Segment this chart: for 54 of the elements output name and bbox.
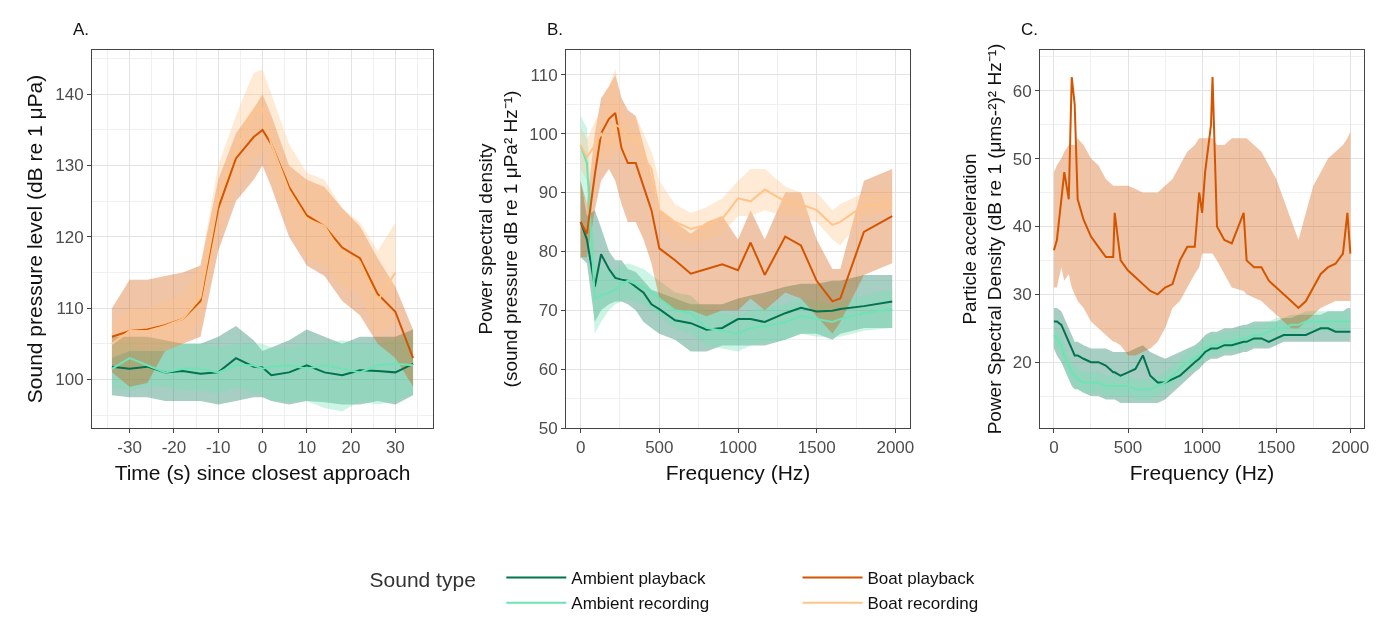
x-tick-label: -10 [205,438,231,458]
line-series [579,123,894,230]
y-tick-label: 50 [1012,149,1032,169]
x-tick-label: 1500 [1257,438,1296,458]
x-axis-title: Frequency (Hz) [1129,460,1275,484]
legend-label: Boat recording [867,594,979,614]
y-tick-label: 70 [538,301,558,321]
chart-title: B. [547,20,564,39]
x-tick-label: 20 [341,438,361,458]
x-tick-label: 0 [575,438,586,458]
y-tick-label: 100 [55,370,84,390]
x-tick-label: -20 [161,438,187,458]
y-axis-title: Power spectral density (sound pressure dB re 1 μPa² Hz⁻¹) [475,90,522,388]
line-series [1052,76,1352,309]
y-tick-label: 110 [56,299,84,319]
x-tick-label: 30 [385,438,405,458]
legend-label: Ambient recording [571,594,710,614]
chart-title: C. [1021,20,1038,39]
y-tick-label: 20 [1012,353,1032,373]
y-tick-label: 30 [1012,285,1032,305]
y-tick-label: 60 [1012,81,1032,101]
y-tick-label: 80 [538,242,558,262]
y-tick-label: 90 [538,183,558,203]
y-tick-label: 100 [529,124,558,144]
y-tick-label: 130 [55,156,84,176]
y-tick-label: 60 [538,360,558,380]
y-tick-label: 50 [538,418,558,438]
x-tick-label: 0 [257,438,268,458]
x-tick-label: 500 [645,438,674,458]
legend-label: Boat playback [867,569,975,589]
x-tick-label: 1500 [797,438,836,458]
legend-label: Ambient playback [571,569,706,589]
x-tick-label: 2000 [1331,438,1370,458]
line-series [110,107,397,345]
x-tick-label: 0 [1049,438,1059,458]
y-axis-title: Sound pressure level (dB re 1 μPa) [23,74,47,404]
legend-title: Sound type [369,568,494,592]
x-tick-label: 10 [297,438,317,458]
chart-title: A. [73,20,90,39]
line-series [110,128,415,360]
y-tick-label: 140 [55,85,84,105]
y-axis-title: Particle acceleration Power Spectral Density (dB re 1 (μms-²)² Hz⁻¹) [958,43,1005,435]
line-series [579,112,894,303]
x-axis-title: Time (s) since closest approach [114,460,411,484]
line-series [579,144,894,335]
x-tick-label: 1000 [719,438,757,458]
y-tick-label: 110 [530,65,558,85]
x-tick-label: 2000 [876,438,915,458]
y-tick-label: 120 [55,227,84,247]
y-tick-label: 40 [1012,217,1032,237]
x-tick-label: 500 [1113,438,1143,458]
x-tick-label: 1000 [1183,438,1222,458]
x-tick-label: -30 [117,438,142,458]
x-axis-title: Frequency (Hz) [665,460,811,484]
